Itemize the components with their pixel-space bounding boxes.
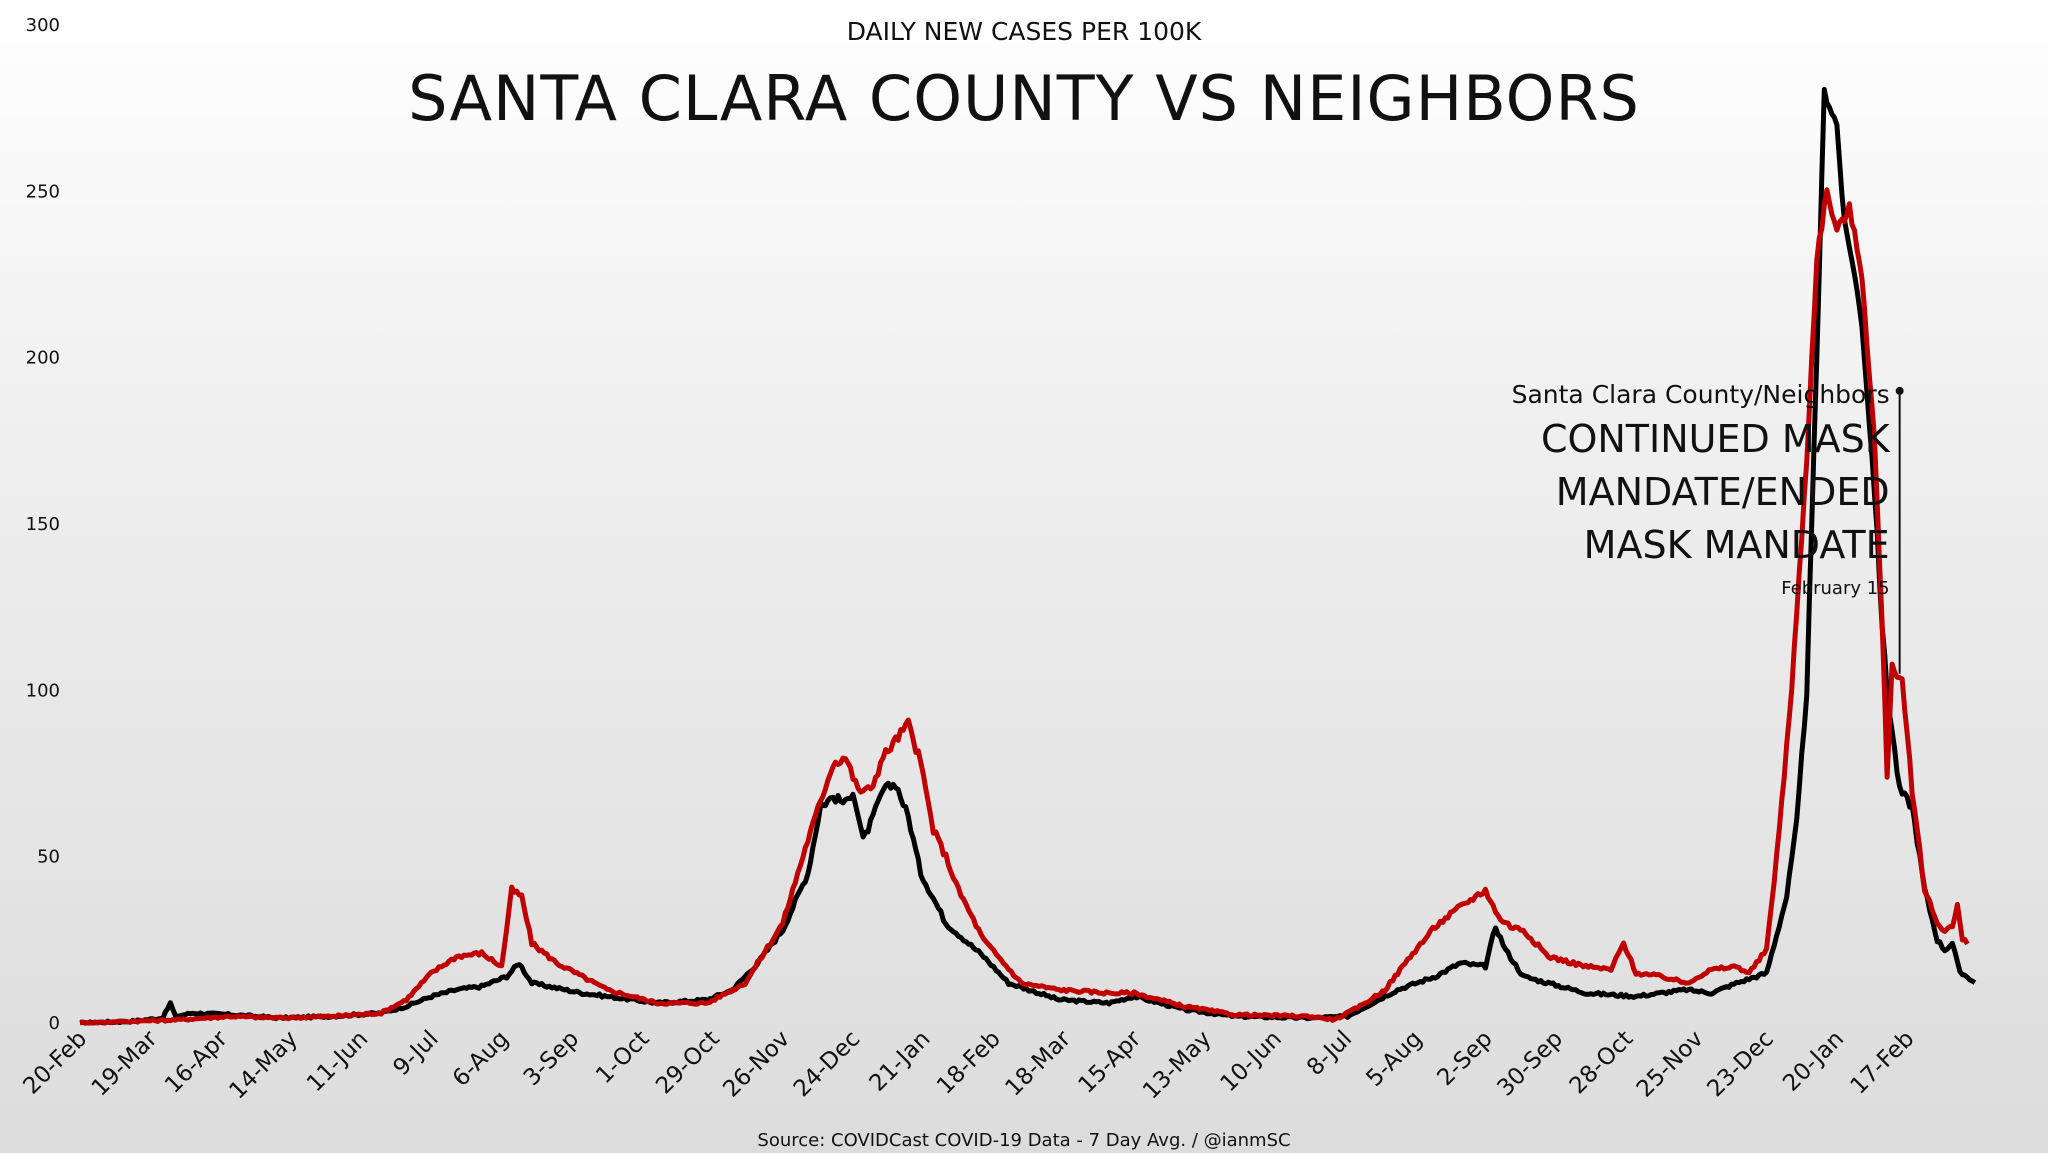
series-line [79, 87, 1977, 1026]
y-tick-label: 150 [26, 514, 60, 535]
y-tick-label: 50 [37, 847, 60, 868]
x-tick-label: 9-Jul [388, 1026, 443, 1081]
x-tick-label: 17-Feb [1846, 1026, 1920, 1100]
x-tick-label: 11-Jun [302, 1026, 373, 1097]
annotation-label-top: Santa Clara County/Neighbors [1512, 380, 1890, 409]
y-axis-ticks: 0 50 100 150 200 250 300 [26, 15, 60, 1034]
y-tick-label: 200 [26, 348, 60, 369]
annotation-label-line-2: MANDATE/ENDED [1556, 470, 1890, 514]
x-tick-label: 3-Sep [519, 1026, 584, 1091]
y-tick-label: 0 [49, 1013, 60, 1034]
x-tick-label: 2-Sep [1432, 1026, 1497, 1091]
x-tick-label: 28-Oct [1565, 1026, 1639, 1100]
annotation-label-line-1: CONTINUED MASK [1541, 417, 1891, 461]
chart-subtitle: DAILY NEW CASES PER 100K [847, 17, 1202, 46]
x-tick-label: 6-Aug [448, 1026, 514, 1092]
x-tick-label: 20-Feb [18, 1026, 92, 1100]
chart-source: Source: COVIDCast COVID-19 Data - 7 Day … [757, 1130, 1290, 1151]
x-tick-label: 14-May [224, 1026, 303, 1105]
series-line [79, 187, 1970, 1026]
x-tick-label: 10-Jun [1216, 1026, 1287, 1097]
x-tick-label: 19-Mar [87, 1025, 163, 1101]
x-tick-label: 21-Jan [865, 1026, 936, 1097]
annotation: Santa Clara County/Neighbors CONTINUED M… [1512, 380, 1904, 674]
x-tick-label: 5-Aug [1361, 1026, 1427, 1092]
annotation-marker [1895, 386, 1904, 395]
annotation-label-line-3: MASK MANDATE [1584, 523, 1890, 567]
series-layer [79, 87, 1977, 1026]
x-tick-label: 1-Oct [591, 1026, 654, 1089]
x-tick-label: 30-Sep [1492, 1026, 1568, 1102]
x-tick-label: 23-Dec [1702, 1026, 1778, 1102]
x-tick-label: 25-Nov [1632, 1026, 1709, 1103]
x-tick-label: 15-Apr [1074, 1025, 1147, 1098]
x-tick-label: 29-Oct [651, 1026, 725, 1100]
x-tick-label: 16-Apr [160, 1025, 233, 1098]
x-tick-label: 20-Jan [1778, 1026, 1849, 1097]
x-tick-label: 13-May [1138, 1026, 1217, 1105]
y-tick-label: 250 [26, 181, 60, 202]
annotation-label-date: February 15 [1781, 578, 1889, 599]
x-tick-label: 24-Dec [789, 1026, 865, 1102]
y-tick-label: 300 [26, 15, 60, 36]
x-tick-label: 8-Jul [1302, 1026, 1357, 1081]
x-tick-label: 18-Mar [1000, 1025, 1076, 1101]
chart-title: SANTA CLARA COUNTY VS NEIGHBORS [408, 62, 1640, 135]
x-tick-label: 18-Feb [932, 1026, 1006, 1100]
x-tick-label: 26-Nov [718, 1026, 795, 1103]
y-tick-label: 100 [26, 680, 60, 701]
